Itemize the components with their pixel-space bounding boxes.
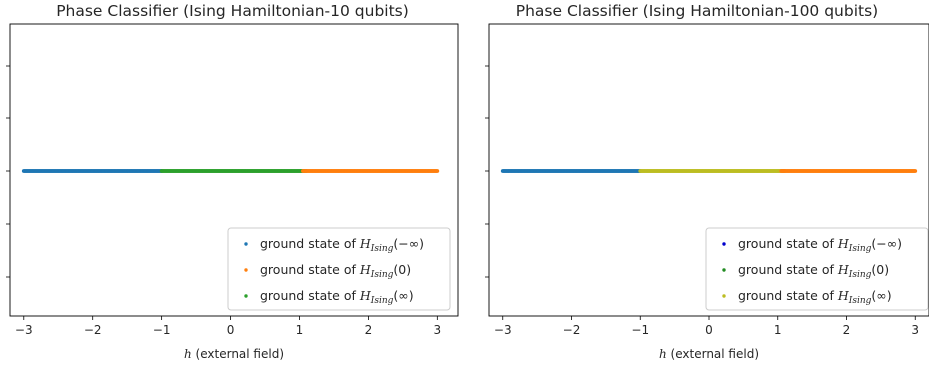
- legend-label-0: ground state of HIsing(−∞): [260, 236, 424, 254]
- series-2: [638, 169, 787, 173]
- x-tick-label: −2: [563, 323, 581, 337]
- x-tick-label: 3: [434, 323, 442, 337]
- data-point: [913, 169, 918, 173]
- legend: ground state of HIsing(−∞) ground state o…: [705, 227, 929, 311]
- legend-label-1: ground state of HIsing(0): [738, 262, 889, 280]
- x-tick-label: 1: [296, 323, 304, 337]
- data-point: [435, 169, 440, 173]
- chart-title-100-qubits: Phase Classifier (Ising Hamiltonian-100 …: [515, 2, 879, 20]
- legend-box: [705, 227, 929, 311]
- x-tick-label: 0: [227, 323, 235, 337]
- x-tick-label: −1: [153, 323, 171, 337]
- x-tick-label: 2: [365, 323, 373, 337]
- legend-marker-2: [244, 294, 248, 298]
- legend-marker-0: [244, 242, 248, 246]
- x-tick-label: 3: [911, 323, 919, 337]
- x-tick-label: −3: [494, 323, 512, 337]
- legend-marker-2: [722, 294, 726, 298]
- legend-label-0: ground state of HIsing(−∞): [738, 236, 902, 254]
- legend-box: [227, 227, 451, 311]
- series-2: [159, 169, 309, 173]
- x-tick-label: 0: [705, 323, 713, 337]
- legend-label-2: ground state of HIsing(∞): [260, 288, 414, 306]
- left-chart-panel: Phase Classifier (Ising Hamiltonian-10 q…: [6, 2, 459, 361]
- legend-label-1: ground state of HIsing(0): [260, 262, 411, 280]
- x-axis-label: h (external field): [184, 347, 284, 361]
- legend-marker-1: [722, 268, 726, 272]
- x-tick-label: −1: [631, 323, 649, 337]
- series-1: [301, 169, 440, 173]
- plot-frame: [9, 23, 459, 317]
- x-tick-label: 1: [774, 323, 782, 337]
- right-chart-panel: Phase Classifier (Ising Hamiltonian-100 …: [465, 0, 929, 374]
- x-tick-label: 2: [843, 323, 851, 337]
- legend: ground state of HIsing(−∞) ground state o…: [227, 227, 451, 311]
- legend-marker-1: [244, 268, 248, 272]
- chart-plot-10-qubits: −3 −2 −1 0 1 2 3 h (external field) ground state…: [6, 23, 459, 361]
- chart-title-10-qubits: Phase Classifier (Ising Hamiltonian-10 q…: [56, 2, 409, 20]
- series-0: [500, 169, 643, 173]
- series-1: [779, 169, 918, 173]
- legend-marker-0: [722, 242, 726, 246]
- x-tick-label: −3: [15, 323, 33, 337]
- x-axis-label: h (external field): [659, 347, 759, 361]
- legend-label-2: ground state of HIsing(∞): [738, 288, 892, 306]
- chart-plot-100-qubits: −3 −2 −1 0 1 2 3 h (external field) ground state…: [485, 23, 929, 361]
- x-tick-label: −2: [84, 323, 102, 337]
- series-0: [21, 169, 164, 173]
